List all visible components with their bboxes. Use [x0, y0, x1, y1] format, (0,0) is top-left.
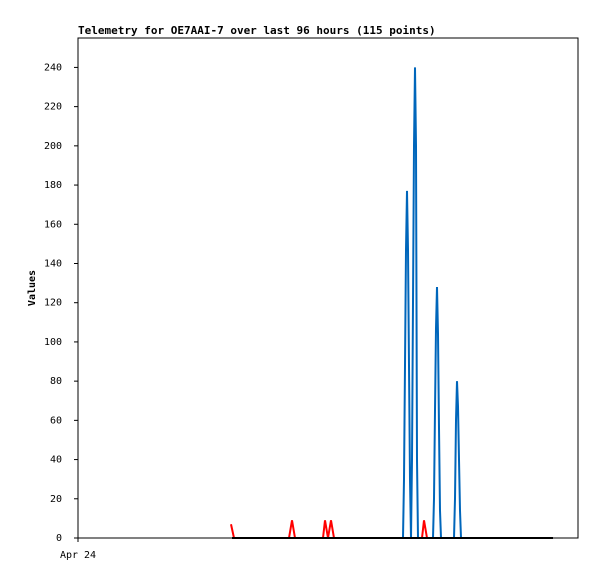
y-tick-label: 100 — [44, 337, 62, 348]
y-tick-label: 60 — [50, 415, 62, 426]
y-tick-label: 180 — [44, 180, 62, 191]
y-tick-label: 20 — [50, 494, 62, 505]
chart-title: Telemetry for OE7AAI-7 over last 96 hour… — [78, 24, 436, 37]
y-tick-label: 40 — [50, 455, 62, 466]
y-axis-label: Values — [27, 270, 38, 306]
y-tick-label: 240 — [44, 62, 62, 73]
y-tick-label: 120 — [44, 298, 62, 309]
y-tick-label: 160 — [44, 219, 62, 230]
y-tick-label: 220 — [44, 102, 62, 113]
plot-frame — [77, 37, 579, 539]
y-tick-label: 200 — [44, 141, 62, 152]
y-tick-label: 80 — [50, 376, 62, 387]
x-tick-label: Apr 24 — [60, 550, 96, 561]
series-line — [230, 520, 428, 539]
y-tick-label: 140 — [44, 258, 62, 269]
series-line — [402, 67, 462, 539]
y-tick-label: 0 — [56, 533, 62, 544]
